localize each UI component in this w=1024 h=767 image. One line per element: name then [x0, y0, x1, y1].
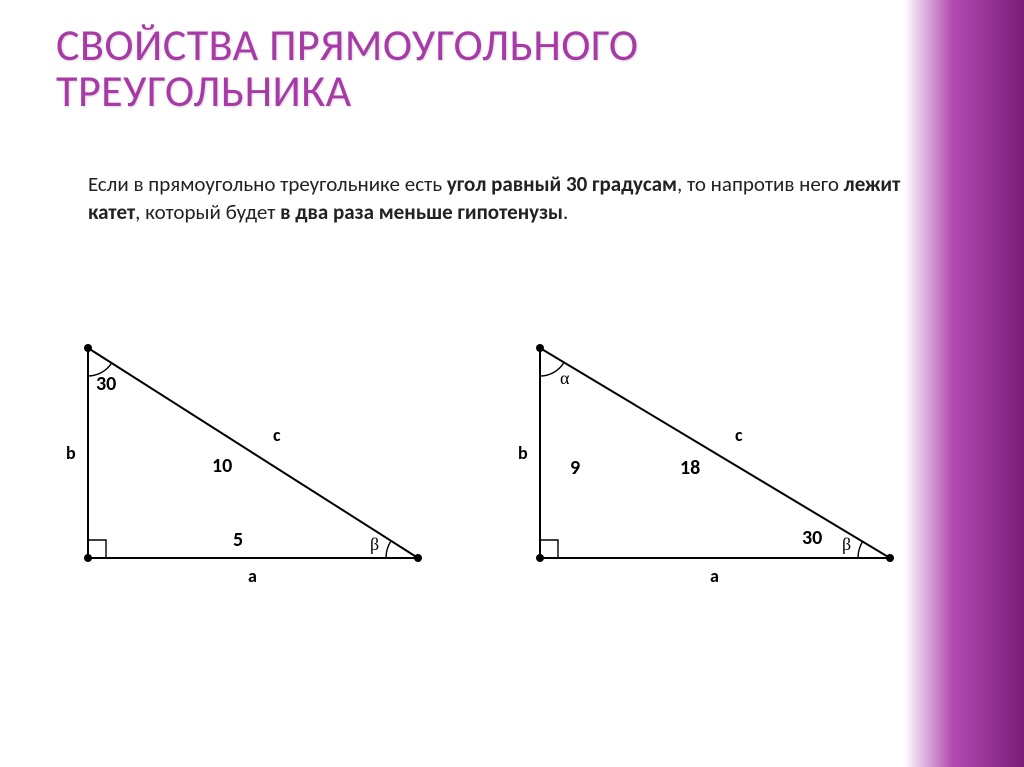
base-value-5: 5 — [233, 528, 243, 552]
svg-text:α: α — [560, 368, 570, 388]
slide-gradient-border — [904, 0, 1024, 767]
svg-text:β: β — [370, 534, 379, 554]
svg-text:a: a — [710, 565, 719, 587]
svg-text:c: c — [735, 424, 743, 446]
triangle-right: α β a b c 9 18 30 — [490, 330, 910, 590]
theorem-text: Если в прямоугольно треугольнике есть уг… — [88, 170, 908, 227]
svg-text:b: b — [518, 442, 528, 464]
svg-text:c: c — [273, 424, 281, 446]
svg-text:b: b — [66, 442, 76, 464]
hypotenuse-value-10: 10 — [212, 454, 232, 478]
angle-30-label-right: 30 — [802, 526, 822, 550]
title-line-2: треугольника — [56, 64, 352, 118]
svg-text:β: β — [842, 534, 851, 554]
slide: Свойства прямоугольного треугольника Есл… — [0, 0, 1024, 767]
page-title: Свойства прямоугольного треугольника — [56, 22, 639, 114]
svg-text:a: a — [248, 565, 257, 587]
triangle-left: β a b c 30 10 5 — [48, 330, 438, 590]
hypotenuse-value-18: 18 — [680, 456, 700, 480]
angle-30-label: 30 — [96, 372, 116, 396]
side-b-value-9: 9 — [570, 456, 580, 480]
